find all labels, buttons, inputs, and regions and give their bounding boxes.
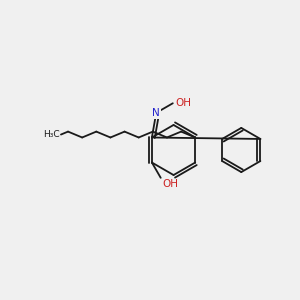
Text: OH: OH (175, 98, 191, 108)
Text: H₃C: H₃C (43, 130, 59, 139)
Text: OH: OH (162, 179, 178, 189)
Text: N: N (152, 108, 160, 118)
